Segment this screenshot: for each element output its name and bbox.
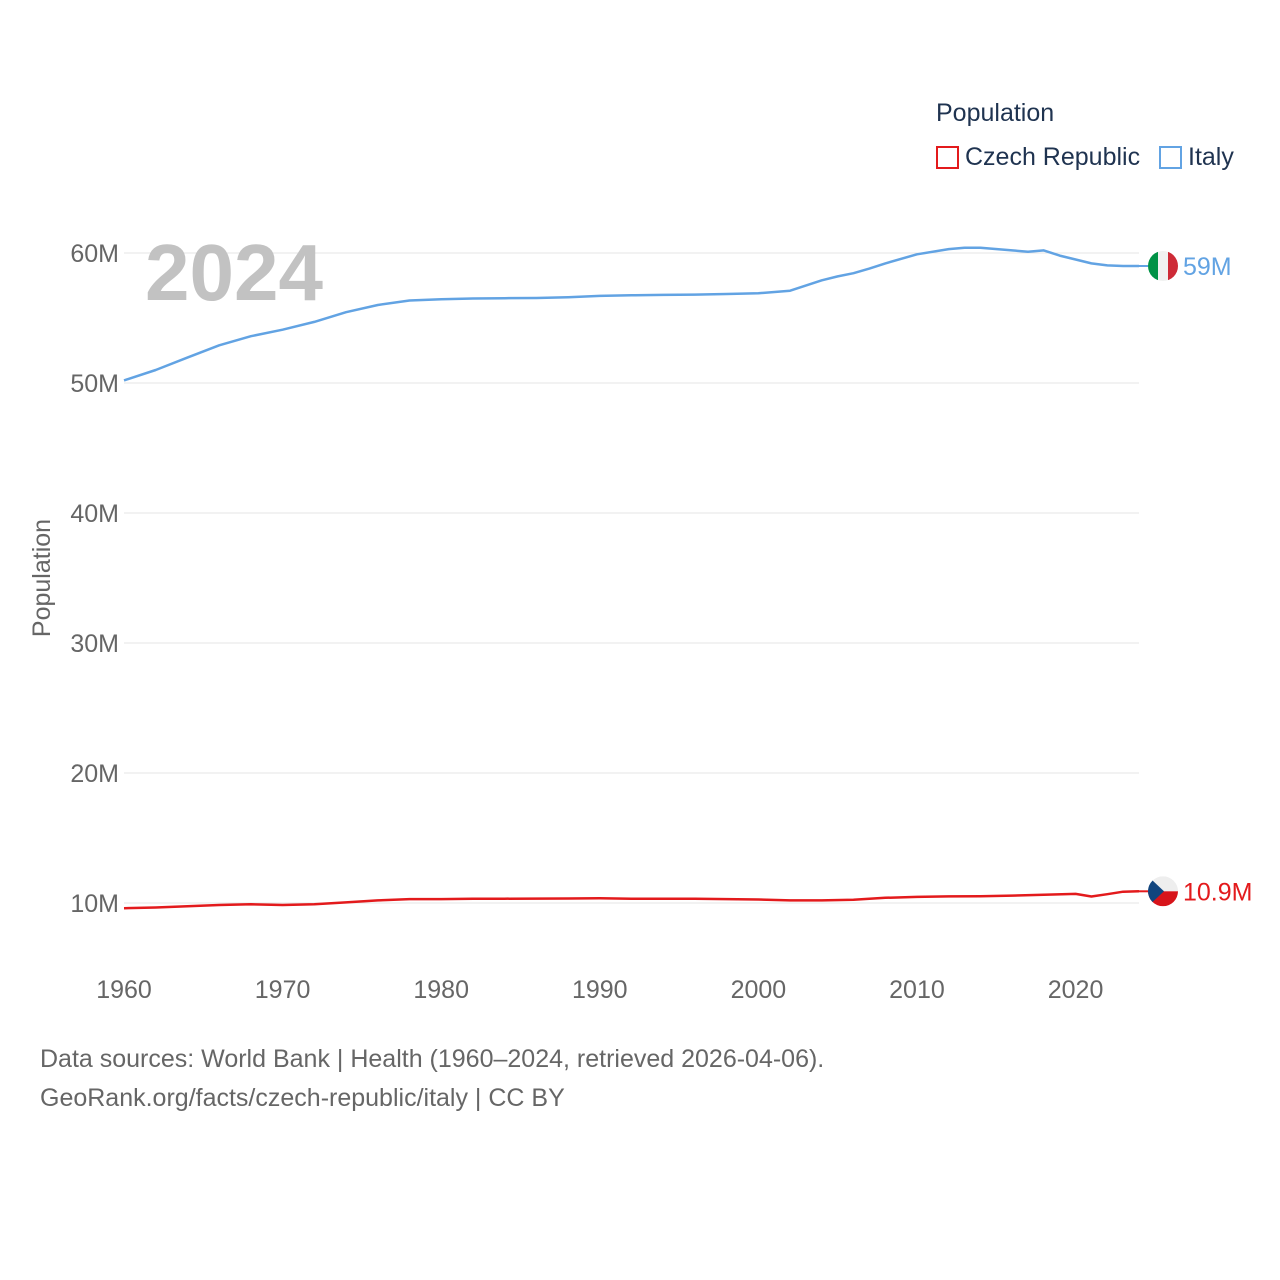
legend-title: Population (936, 99, 1055, 127)
italy-flag-icon (1148, 251, 1178, 281)
y-tick-label: 40M (70, 500, 119, 528)
legend-item-italy[interactable]: Italy (1159, 143, 1234, 172)
y-tick-label: 60M (70, 240, 119, 268)
end-value-label-italy: 59M (1183, 253, 1232, 281)
y-axis-label: Population (28, 519, 56, 637)
y-axis-ticks: 10M 20M 30M 40M 50M 60M (70, 240, 119, 918)
x-axis-ticks: 1960 1970 1980 1990 2000 2010 2020 (96, 976, 1103, 1004)
x-tick-label: 1990 (572, 976, 628, 1004)
x-tick-label: 2020 (1048, 976, 1104, 1004)
y-tick-label: 30M (70, 630, 119, 658)
y-tick-label: 10M (70, 890, 119, 918)
end-value-label-czech-republic: 10.9M (1183, 878, 1252, 906)
legend-label-italy: Italy (1188, 143, 1234, 171)
czech-flag-icon (1148, 876, 1178, 907)
legend-item-czech-republic[interactable]: Czech Republic (936, 143, 1140, 172)
legend-label-czech-republic: Czech Republic (965, 143, 1141, 171)
series-lines (123, 246, 1140, 910)
x-tick-label: 1980 (413, 976, 469, 1004)
legend-swatch-czech-republic (936, 146, 959, 169)
source-url-text[interactable]: GeoRank.org/facts/czech-republic/italy |… (40, 1084, 565, 1112)
legend-swatch-italy (1159, 146, 1182, 169)
grid-lines (124, 252, 1139, 904)
series-end-markers: 10.9M 59M (1139, 251, 1252, 907)
x-tick-label: 1970 (255, 976, 311, 1004)
series-line-czech-republic[interactable] (123, 890, 1140, 910)
y-tick-label: 50M (70, 370, 119, 398)
current-year-label: 2024 (145, 228, 323, 317)
data-source-text: Data sources: World Bank | Health (1960–… (40, 1045, 825, 1073)
y-tick-label: 20M (70, 760, 119, 788)
series-line-italy[interactable] (123, 246, 1139, 382)
x-tick-label: 2010 (889, 976, 945, 1004)
x-tick-label: 1960 (96, 976, 152, 1004)
x-tick-label: 2000 (731, 976, 787, 1004)
